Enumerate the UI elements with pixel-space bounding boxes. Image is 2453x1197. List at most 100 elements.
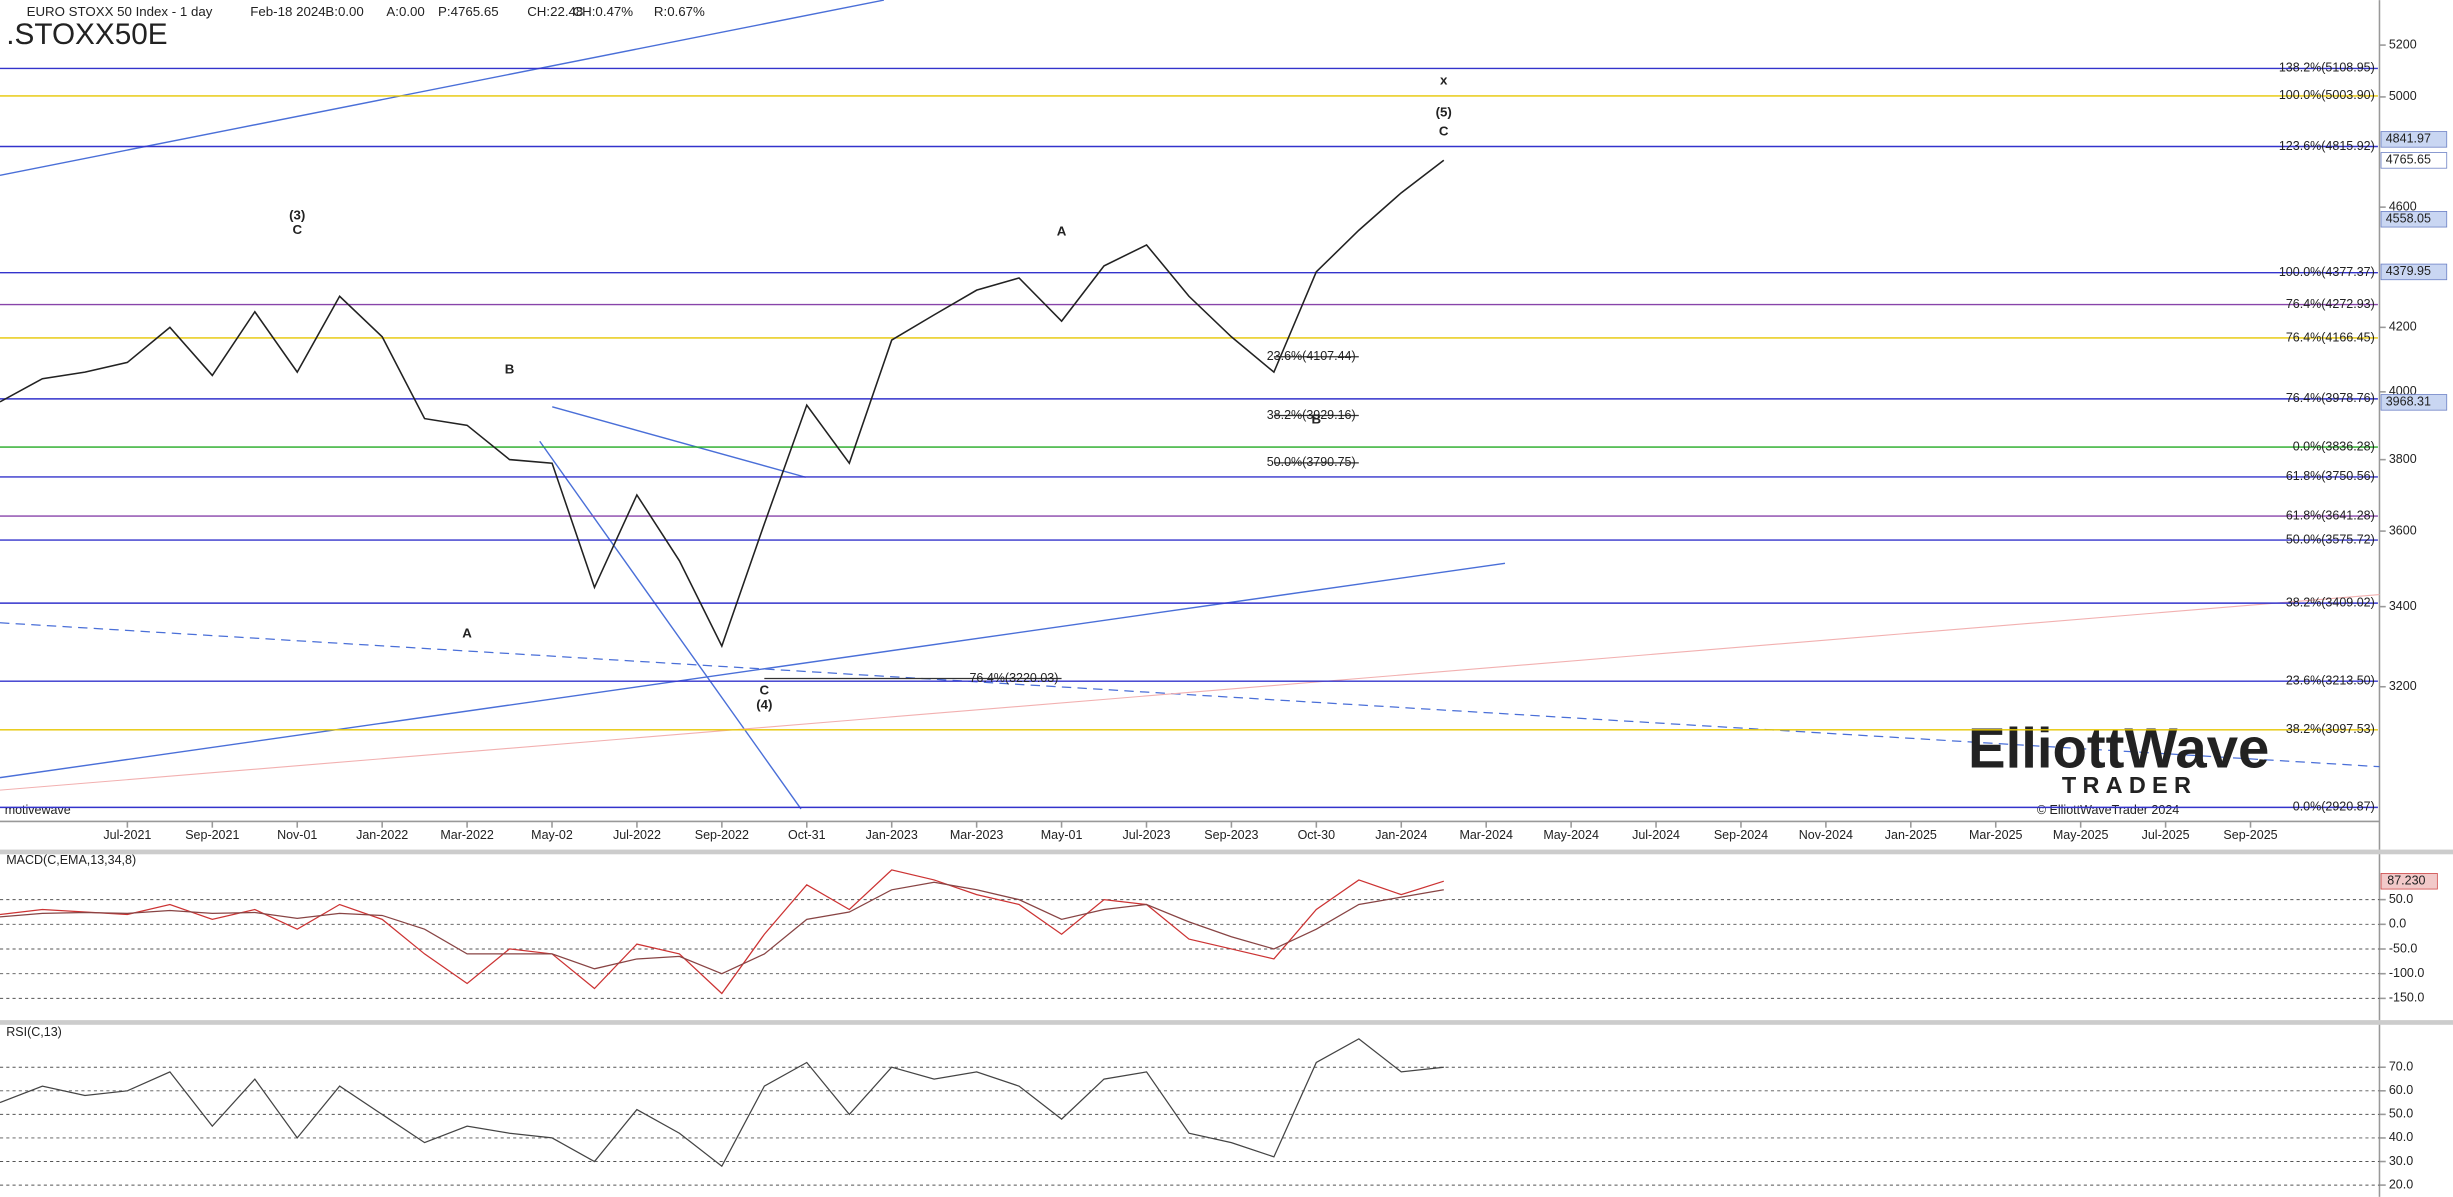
x-tick-label: Mar-2025 bbox=[1969, 828, 2023, 842]
price-marker-box bbox=[2380, 394, 2448, 411]
price: P:4765.65 bbox=[438, 4, 499, 19]
trendline bbox=[539, 440, 802, 810]
fib-label: 38.2%(3929.16) bbox=[1267, 408, 1356, 422]
fib-label: 50.0%(3575.72) bbox=[2286, 532, 2375, 546]
x-tick-label: Jan-2023 bbox=[866, 828, 918, 842]
trendline bbox=[552, 406, 806, 478]
price-marker: 4841.97 bbox=[2386, 132, 2431, 146]
wave-label: (3) bbox=[289, 207, 305, 222]
x-tick-label: Sep-2024 bbox=[1714, 828, 1768, 842]
ask: A:0.00 bbox=[386, 4, 424, 19]
wave-label: B bbox=[505, 362, 515, 377]
wave-label: (4) bbox=[756, 697, 772, 712]
fib-label: 100.0%(5003.90) bbox=[2279, 88, 2375, 102]
x-tick-label: Jul-2022 bbox=[613, 828, 661, 842]
x-tick-label: Jan-2025 bbox=[1885, 828, 1937, 842]
x-tick-label: Nov-2024 bbox=[1799, 828, 1853, 842]
fib-label: 61.8%(3641.28) bbox=[2286, 508, 2375, 522]
price-marker: 4379.95 bbox=[2386, 264, 2431, 278]
y-tick-label: -50.0 bbox=[2389, 941, 2418, 955]
x-tick-label: Sep-2021 bbox=[185, 828, 239, 842]
y-tick-label: -100.0 bbox=[2389, 966, 2424, 980]
y-tick-label: 50.0 bbox=[2389, 892, 2413, 906]
x-tick-label: Oct-31 bbox=[788, 828, 826, 842]
x-tick-label: Jul-2023 bbox=[1123, 828, 1171, 842]
x-tick-label: May-2024 bbox=[1543, 828, 1599, 842]
wave-label: (5) bbox=[1436, 104, 1452, 119]
x-tick-label: Jul-2025 bbox=[2142, 828, 2190, 842]
price-marker: 4558.05 bbox=[2386, 212, 2431, 226]
price-marker: 4765.65 bbox=[2386, 153, 2431, 167]
symbol: .STOXX50E bbox=[6, 18, 167, 51]
trendline bbox=[0, 594, 2380, 791]
series-line bbox=[0, 1038, 1444, 1168]
fib-label: 61.8%(3750.56) bbox=[2286, 469, 2375, 483]
trendline bbox=[0, 562, 1506, 779]
panel-title: MACD(C,EMA,13,34,8) bbox=[6, 853, 136, 867]
x-tick-label: Nov-01 bbox=[277, 828, 317, 842]
price-marker-box bbox=[2380, 152, 2448, 169]
y-tick-label: 3600 bbox=[2389, 523, 2417, 537]
x-tick-label: Mar-2022 bbox=[440, 828, 494, 842]
fib-label: 76.4%(3978.76) bbox=[2286, 391, 2375, 405]
y-tick-label: 3400 bbox=[2389, 599, 2417, 613]
x-tick-label: Sep-2022 bbox=[695, 828, 749, 842]
logo: ElliottWave bbox=[1968, 716, 2269, 779]
series-line bbox=[0, 159, 1445, 649]
value-marker: 87.230 bbox=[2387, 874, 2425, 888]
y-tick-label: 70.0 bbox=[2389, 1060, 2413, 1074]
x-tick-label: Mar-2024 bbox=[1459, 828, 1513, 842]
wave-label: A bbox=[1057, 223, 1067, 238]
fib-label: 0.0%(3836.28) bbox=[2293, 439, 2375, 453]
fib-label: 100.0%(4377.37) bbox=[2279, 265, 2375, 279]
wave-label: A bbox=[462, 626, 472, 641]
x-tick-label: Oct-30 bbox=[1298, 828, 1336, 842]
x-tick-label: Jul-2024 bbox=[1632, 828, 1680, 842]
y-tick-label: 3200 bbox=[2389, 679, 2417, 693]
x-tick-label: Jan-2022 bbox=[356, 828, 408, 842]
range: R:0.67% bbox=[654, 4, 705, 19]
x-tick-label: May-2025 bbox=[2053, 828, 2109, 842]
x-tick-label: Jan-2024 bbox=[1375, 828, 1427, 842]
logo-sub: TRADER bbox=[2062, 772, 2197, 798]
change: CH:22.48 bbox=[527, 4, 583, 19]
price-marker: 3968.31 bbox=[2386, 395, 2431, 409]
y-tick-label: 20.0 bbox=[2389, 1177, 2413, 1191]
panel-title: RSI(C,13) bbox=[6, 1025, 62, 1039]
y-tick-label: 5200 bbox=[2389, 37, 2417, 51]
fib-label: 76.4%(4272.93) bbox=[2286, 297, 2375, 311]
source: motivewave bbox=[5, 803, 71, 817]
fib-label: 23.6%(3213.50) bbox=[2286, 673, 2375, 687]
y-tick-label: 5000 bbox=[2389, 89, 2417, 103]
fib-label: 38.2%(3409.02) bbox=[2286, 595, 2375, 609]
y-tick-label: 0.0 bbox=[2389, 917, 2406, 931]
y-tick-label: 50.0 bbox=[2389, 1107, 2413, 1121]
fib-label: 76.4%(4166.45) bbox=[2286, 330, 2375, 344]
fib-label: 50.0%(3790.75) bbox=[1267, 455, 1356, 469]
fib-label: 38.2%(3097.53) bbox=[2286, 722, 2375, 736]
x-tick-label: Mar-2023 bbox=[950, 828, 1004, 842]
trendline bbox=[0, 622, 2380, 768]
y-tick-label: 3800 bbox=[2389, 452, 2417, 466]
price-marker-box bbox=[2380, 131, 2448, 148]
y-tick-label: 4600 bbox=[2389, 199, 2417, 213]
x-tick-label: May-01 bbox=[1041, 828, 1083, 842]
series-line bbox=[0, 881, 1444, 975]
price-marker-box bbox=[2380, 263, 2448, 281]
value-marker-box bbox=[2380, 873, 2438, 890]
y-tick-label: -150.0 bbox=[2389, 991, 2424, 1005]
x-tick-label: Jul-2021 bbox=[103, 828, 151, 842]
panel-separator bbox=[0, 1020, 2453, 1025]
wave-label: C bbox=[292, 222, 302, 237]
fib-label: 123.6%(4815.92) bbox=[2279, 139, 2375, 153]
x-tick-label: Sep-2023 bbox=[1204, 828, 1258, 842]
panel-separator bbox=[0, 849, 2453, 855]
x-tick-label: May-02 bbox=[531, 828, 573, 842]
fib-label: 76.4%(3220.03) bbox=[969, 671, 1058, 685]
fib-label: 23.6%(4107.44) bbox=[1267, 349, 1356, 363]
date: Feb-18 2024 bbox=[250, 4, 325, 19]
copyright: © ElliottWaveTrader 2024 bbox=[2037, 803, 2179, 817]
